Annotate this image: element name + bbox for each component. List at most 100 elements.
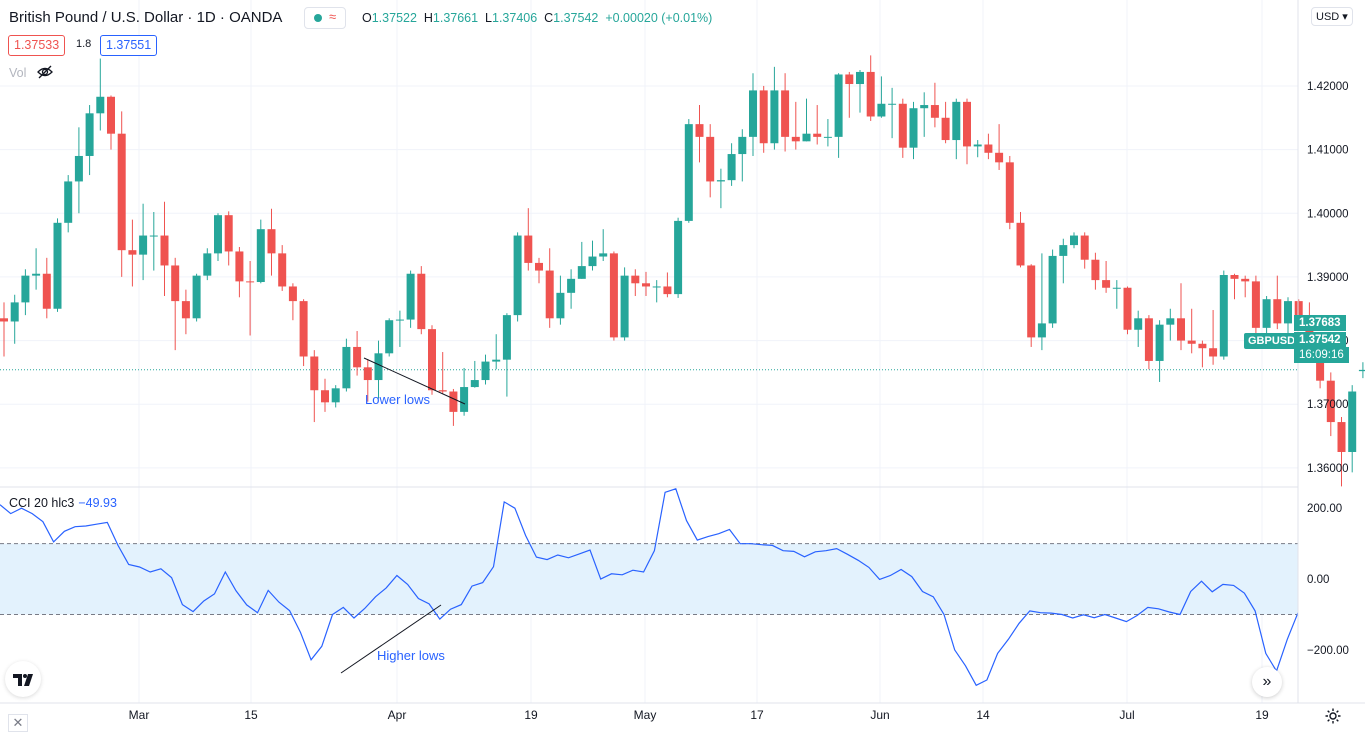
candle[interactable] [663, 272, 672, 298]
candle[interactable] [535, 257, 543, 284]
buy-button[interactable]: 1.37551 [100, 35, 158, 56]
candle[interactable] [567, 269, 576, 309]
candle[interactable] [1177, 283, 1185, 351]
currency-select[interactable]: USD ▾ [1311, 7, 1353, 26]
cci-line[interactable] [0, 488, 1299, 687]
candle[interactable] [288, 283, 297, 321]
candle[interactable] [1016, 211, 1025, 268]
candle[interactable] [481, 354, 490, 385]
candle[interactable] [406, 270, 415, 328]
candle[interactable] [973, 140, 982, 158]
candle[interactable] [984, 133, 993, 160]
candle[interactable] [267, 208, 276, 276]
candle[interactable] [246, 261, 255, 336]
candle[interactable] [1102, 261, 1111, 293]
candle[interactable] [1091, 252, 1100, 290]
candle[interactable] [823, 119, 832, 147]
candle[interactable] [513, 232, 522, 322]
candle[interactable] [395, 310, 404, 347]
candle[interactable] [738, 129, 747, 182]
candle[interactable] [1112, 280, 1121, 309]
candle[interactable] [684, 119, 693, 223]
candle[interactable] [1337, 416, 1346, 487]
candle[interactable] [1358, 362, 1365, 379]
candle[interactable] [642, 271, 650, 297]
candle[interactable] [203, 248, 212, 281]
candle[interactable] [813, 105, 822, 145]
candle[interactable] [139, 203, 148, 281]
candle[interactable] [85, 105, 94, 176]
candle[interactable] [278, 245, 287, 291]
candle[interactable] [171, 257, 180, 351]
candle[interactable] [64, 175, 73, 233]
candle[interactable] [128, 219, 137, 287]
candle[interactable] [898, 98, 907, 158]
candle[interactable] [1144, 315, 1153, 370]
candle[interactable] [952, 98, 961, 160]
candle[interactable] [428, 325, 436, 395]
candle[interactable] [749, 73, 757, 156]
candle[interactable] [866, 55, 875, 121]
candle[interactable] [1037, 253, 1046, 351]
candle[interactable] [299, 299, 308, 367]
candle[interactable] [1230, 273, 1239, 300]
candle[interactable] [1048, 249, 1057, 328]
candle[interactable] [1005, 155, 1014, 230]
candle[interactable] [716, 168, 725, 209]
candle[interactable] [856, 70, 864, 113]
candle[interactable] [160, 201, 169, 297]
candle[interactable] [363, 359, 372, 402]
candle[interactable] [310, 350, 319, 423]
candle[interactable] [149, 211, 158, 271]
higher-lows-trendline[interactable] [340, 604, 442, 674]
candle[interactable] [32, 248, 41, 290]
candle[interactable] [727, 143, 736, 186]
candle[interactable] [235, 247, 244, 298]
tradingview-logo-icon[interactable] [5, 661, 41, 697]
symbol-title[interactable]: British Pound / U.S. Dollar · 1D · OANDA [9, 9, 283, 26]
candle[interactable] [1070, 232, 1078, 249]
candle[interactable] [74, 127, 83, 214]
candle[interactable] [502, 313, 511, 397]
sell-button[interactable]: 1.37533 [8, 35, 66, 56]
candle[interactable] [224, 211, 233, 266]
candle[interactable] [1155, 320, 1164, 382]
candle[interactable] [10, 294, 19, 344]
candle[interactable] [42, 257, 51, 319]
candle[interactable] [1080, 232, 1089, 269]
lower-lows-trendline[interactable] [363, 357, 466, 405]
candle[interactable] [460, 367, 469, 416]
candle[interactable] [845, 71, 854, 118]
candle[interactable] [0, 302, 8, 357]
candle[interactable] [353, 331, 362, 376]
candle[interactable] [1166, 308, 1175, 341]
scroll-right-icon[interactable]: » [1252, 667, 1282, 697]
candle[interactable] [695, 105, 704, 163]
candle[interactable] [321, 378, 329, 412]
candle[interactable] [631, 269, 640, 297]
candle[interactable] [107, 95, 115, 150]
market-status-indicator[interactable]: ≈ [304, 7, 346, 29]
candle[interactable] [877, 76, 886, 118]
candle[interactable] [791, 101, 800, 150]
candle[interactable] [331, 385, 340, 408]
eye-off-icon[interactable] [36, 64, 54, 80]
candle[interactable] [1241, 275, 1250, 298]
candle[interactable] [1273, 275, 1282, 330]
candle[interactable] [706, 124, 715, 198]
candle[interactable] [1348, 385, 1357, 473]
close-icon[interactable]: ✕ [8, 714, 28, 732]
candle[interactable] [834, 73, 843, 158]
candle[interactable] [470, 360, 479, 388]
candle[interactable] [909, 101, 918, 160]
candle[interactable] [770, 66, 779, 150]
indicator-legend[interactable]: CCI 20 hlc3 −49.93 [9, 496, 117, 510]
candle[interactable] [1123, 286, 1132, 335]
candle[interactable] [449, 388, 458, 426]
candle[interactable] [256, 219, 265, 284]
candle[interactable] [117, 111, 126, 277]
candle[interactable] [342, 338, 351, 392]
candle[interactable] [53, 218, 62, 312]
candle[interactable] [930, 82, 939, 128]
